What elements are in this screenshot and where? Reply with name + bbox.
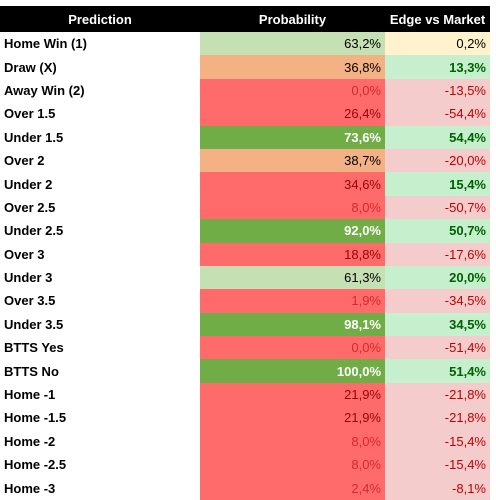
- probability-cell: 61,3%: [200, 265, 385, 290]
- table-body: Home Win (1) 63,2% 0,2% Draw (X) 36,8% 13,3% A…: [0, 32, 490, 500]
- table-row: Over 3.5 1,9% -34,5%: [0, 289, 490, 313]
- header-cell: Probability: [200, 6, 385, 32]
- probability-cell: 98,1%: [200, 312, 385, 337]
- table-row: Under 2 34,6% 15,4%: [0, 172, 490, 196]
- edge-cell: 54,4%: [385, 125, 490, 149]
- probability-cell: 2,4%: [200, 476, 385, 500]
- probability-cell: 18,8%: [200, 242, 385, 266]
- probability-cell: 100,0%: [200, 359, 385, 383]
- edge-cell: 51,4%: [385, 359, 490, 383]
- edge-cell: -8,1%: [385, 476, 490, 500]
- edge-cell: 15,4%: [385, 172, 490, 196]
- prediction-table: Prediction Probability Edge vs Market Home…: [0, 6, 490, 500]
- prediction-cell: BTTS No: [4, 363, 59, 379]
- edge-cell: 0,2%: [385, 32, 490, 56]
- prediction-cell: BTTS Yes: [4, 340, 64, 356]
- probability-cell: 38,7%: [200, 148, 385, 173]
- header-row: Prediction Probability Edge vs Market: [0, 6, 490, 32]
- prediction-cell: Under 2.5: [4, 223, 64, 239]
- prediction-cell: Home Win (1): [4, 36, 87, 52]
- probability-cell: 8,0%: [200, 453, 385, 477]
- edge-cell: -13,5%: [385, 78, 490, 103]
- prediction-cell: Over 3.5: [4, 293, 56, 309]
- edge-cell: -15,4%: [385, 453, 490, 477]
- probability-cell: 0,0%: [200, 78, 385, 103]
- table-row: BTTS No 100,0% 51,4%: [0, 359, 490, 383]
- table-row: Home -1 21,9% -21,8%: [0, 382, 490, 407]
- prediction-cell: Home -2.5: [4, 457, 67, 473]
- probability-cell: 63,2%: [200, 32, 385, 56]
- table-row: Over 2 38,7% -20,0%: [0, 148, 490, 173]
- prediction-cell: Under 1.5: [4, 129, 64, 145]
- edge-cell: 13,3%: [385, 55, 490, 79]
- table-row: Under 2.5 92,0% 50,7%: [0, 219, 490, 243]
- prediction-cell: Over 2.5: [4, 199, 56, 215]
- table-row: Under 3 61,3% 20,0%: [0, 265, 490, 290]
- table-row: Over 3 18,8% -17,6%: [0, 242, 490, 266]
- table-row: Over 1.5 26,4% -54,4%: [0, 102, 490, 126]
- prediction-cell: Under 3.5: [4, 316, 64, 332]
- probability-cell: 8,0%: [200, 195, 385, 220]
- table-row: Under 1.5 73,6% 54,4%: [0, 125, 490, 149]
- table-row: Home -1.5 21,9% -21,8%: [0, 406, 490, 430]
- probability-cell: 26,4%: [200, 102, 385, 126]
- table-row: Draw (X) 36,8% 13,3%: [0, 55, 490, 79]
- table-row: Home -2 8,0% -15,4%: [0, 429, 490, 454]
- table-row: BTTS Yes 0,0% -51,4%: [0, 336, 490, 360]
- prediction-cell: Over 3: [4, 246, 45, 262]
- table-header: Prediction Probability Edge vs Market: [0, 6, 490, 32]
- header-cell: Prediction: [0, 6, 200, 32]
- probability-cell: 1,9%: [200, 289, 385, 313]
- edge-cell: 20,0%: [385, 265, 490, 290]
- edge-cell: 34,5%: [385, 312, 490, 337]
- table-row: Under 3.5 98,1% 34,5%: [0, 312, 490, 337]
- edge-cell: -20,0%: [385, 148, 490, 173]
- probability-cell: 73,6%: [200, 125, 385, 149]
- probability-cell: 36,8%: [200, 55, 385, 79]
- table-row: Over 2.5 8,0% -50,7%: [0, 195, 490, 220]
- edge-cell: -21,8%: [385, 382, 490, 407]
- edge-cell: -51,4%: [385, 336, 490, 360]
- table-row: Away Win (2) 0,0% -13,5%: [0, 78, 490, 103]
- edge-cell: -21,8%: [385, 406, 490, 430]
- prediction-cell: Home -1.5: [4, 410, 67, 426]
- prediction-cell: Over 2: [4, 153, 45, 169]
- prediction-cell: Under 2: [4, 176, 53, 192]
- prediction-cell: Under 3: [4, 270, 53, 286]
- edge-cell: -34,5%: [385, 289, 490, 313]
- prediction-cell: Home -3: [4, 480, 56, 496]
- prediction-cell: Draw (X): [4, 59, 57, 75]
- table-row: Home Win (1) 63,2% 0,2%: [0, 32, 490, 56]
- probability-cell: 8,0%: [200, 429, 385, 454]
- probability-cell: 34,6%: [200, 172, 385, 196]
- prediction-cell: Home -1: [4, 387, 56, 403]
- prediction-cell: Home -2: [4, 433, 56, 449]
- prediction-cell: Away Win (2): [4, 82, 85, 98]
- probability-cell: 92,0%: [200, 219, 385, 243]
- table-row: Home -2.5 8,0% -15,4%: [0, 453, 490, 477]
- probability-cell: 21,9%: [200, 382, 385, 407]
- probability-cell: 21,9%: [200, 406, 385, 430]
- edge-cell: -15,4%: [385, 429, 490, 454]
- edge-cell: -17,6%: [385, 242, 490, 266]
- edge-cell: -50,7%: [385, 195, 490, 220]
- probability-cell: 0,0%: [200, 336, 385, 360]
- edge-cell: 50,7%: [385, 219, 490, 243]
- table-row: Home -3 2,4% -8,1%: [0, 476, 490, 500]
- edge-cell: -54,4%: [385, 102, 490, 126]
- header-cell: Edge vs Market: [385, 6, 490, 32]
- prediction-cell: Over 1.5: [4, 106, 56, 122]
